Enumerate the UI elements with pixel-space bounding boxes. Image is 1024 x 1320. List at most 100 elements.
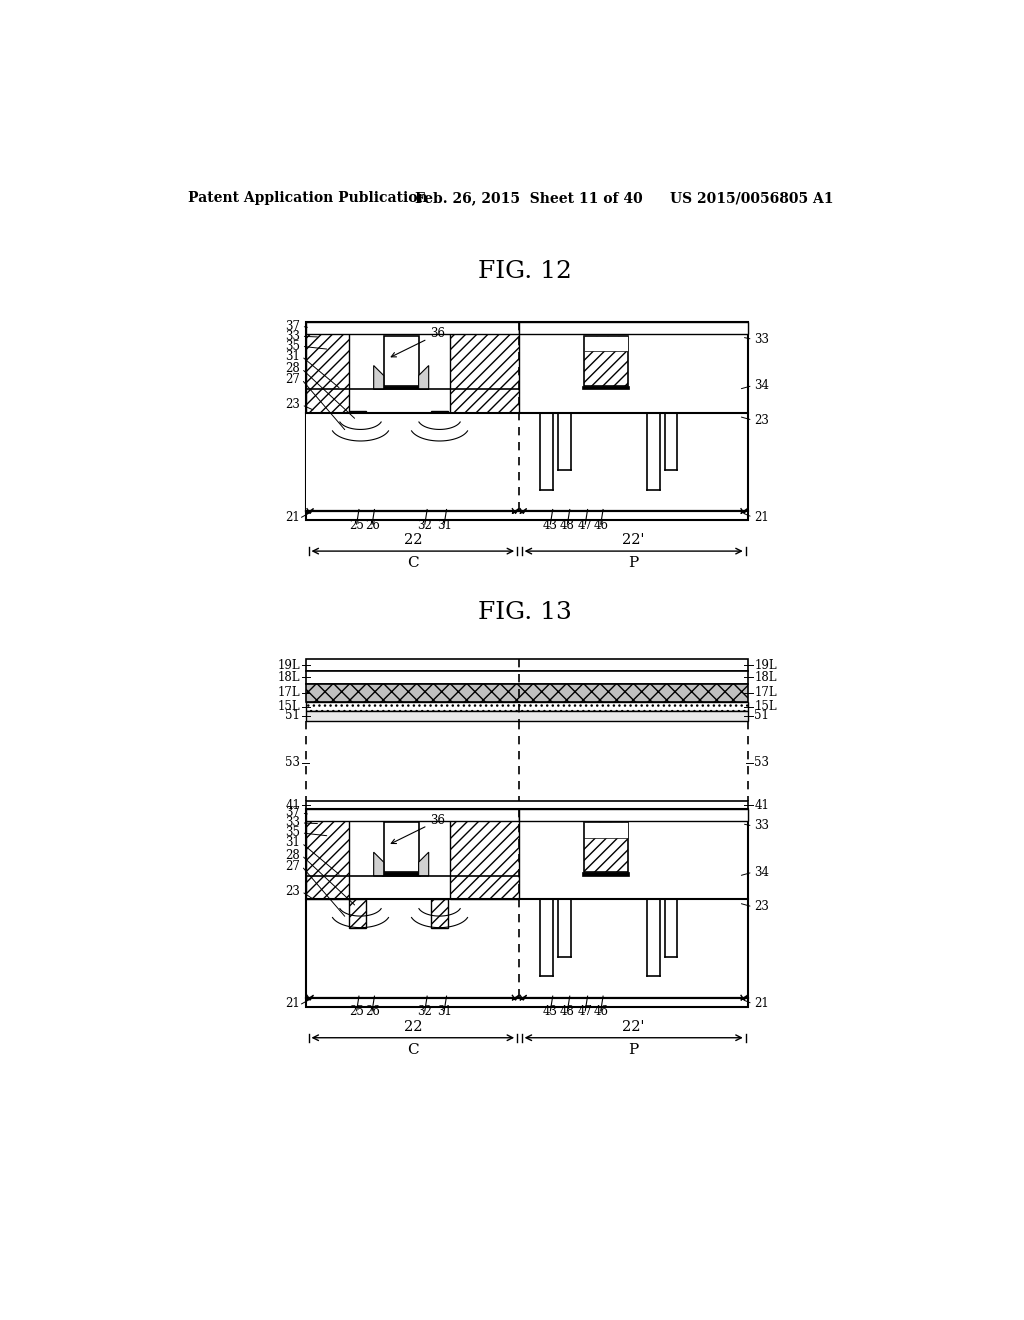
Text: C: C: [407, 557, 419, 570]
Bar: [450, 809, 519, 899]
Text: 35: 35: [285, 826, 300, 840]
Text: 37: 37: [285, 319, 300, 333]
Bar: [450, 322, 519, 412]
Text: 31: 31: [437, 519, 452, 532]
Bar: [583, 385, 630, 389]
Text: 15L: 15L: [278, 700, 300, 713]
Text: 33: 33: [285, 330, 300, 343]
Bar: [306, 413, 519, 511]
Text: 31: 31: [285, 837, 300, 850]
Bar: [382, 385, 420, 389]
Text: 41: 41: [755, 799, 769, 812]
Text: 34: 34: [755, 379, 769, 392]
Text: 53: 53: [755, 756, 769, 770]
Text: 19L: 19L: [755, 659, 777, 672]
Text: 21: 21: [286, 511, 300, 524]
Text: 17L: 17L: [755, 686, 777, 700]
Text: 34: 34: [755, 866, 769, 879]
Text: 21: 21: [755, 998, 769, 1010]
Text: 15L: 15L: [755, 700, 777, 713]
Bar: [306, 322, 748, 511]
Text: 32: 32: [418, 1006, 432, 1019]
Text: 18L: 18L: [755, 671, 776, 684]
Bar: [306, 702, 748, 711]
Text: 33: 33: [755, 820, 769, 833]
Text: 47: 47: [578, 1006, 593, 1019]
Text: 46: 46: [593, 1006, 608, 1019]
Text: 31: 31: [437, 1006, 452, 1019]
Bar: [519, 322, 748, 334]
Text: 35: 35: [285, 339, 300, 352]
Text: C: C: [407, 1043, 419, 1057]
Text: 47: 47: [578, 519, 593, 532]
Bar: [306, 809, 519, 821]
Bar: [349, 899, 366, 928]
Text: 23: 23: [755, 413, 769, 426]
Text: 51: 51: [285, 709, 300, 722]
Bar: [306, 684, 748, 702]
Bar: [306, 809, 349, 899]
Text: 23: 23: [285, 884, 300, 898]
Bar: [306, 998, 748, 1007]
Text: 31: 31: [285, 350, 300, 363]
Bar: [306, 659, 748, 671]
Text: US 2015/0056805 A1: US 2015/0056805 A1: [671, 191, 834, 206]
Text: 18L: 18L: [278, 671, 300, 684]
Bar: [584, 822, 628, 873]
Text: 23: 23: [755, 900, 769, 913]
Bar: [306, 511, 748, 520]
Text: 36: 36: [391, 327, 445, 356]
Text: 43: 43: [543, 1006, 558, 1019]
Text: 51: 51: [755, 709, 769, 722]
Bar: [584, 335, 628, 351]
Text: 53: 53: [285, 756, 300, 770]
Text: 32: 32: [418, 519, 432, 532]
Bar: [384, 335, 419, 385]
Polygon shape: [374, 853, 384, 876]
Polygon shape: [419, 366, 429, 389]
Text: 25: 25: [349, 519, 365, 532]
Text: 26: 26: [365, 519, 380, 532]
Text: 22: 22: [403, 1020, 422, 1034]
Text: P: P: [629, 1043, 639, 1057]
Text: 33: 33: [285, 816, 300, 829]
Text: 48: 48: [560, 519, 574, 532]
Text: P: P: [629, 557, 639, 570]
Text: 22': 22': [623, 1020, 645, 1034]
Text: 48: 48: [560, 1006, 574, 1019]
Bar: [306, 809, 748, 998]
Text: 36: 36: [391, 814, 445, 843]
Text: FIG. 12: FIG. 12: [478, 260, 571, 282]
Text: 17L: 17L: [278, 686, 300, 700]
Text: Patent Application Publication: Patent Application Publication: [188, 191, 428, 206]
Bar: [584, 822, 628, 838]
Text: Feb. 26, 2015  Sheet 11 of 40: Feb. 26, 2015 Sheet 11 of 40: [415, 191, 642, 206]
Polygon shape: [419, 853, 429, 876]
Bar: [431, 411, 449, 442]
Bar: [584, 335, 628, 385]
Bar: [384, 822, 419, 873]
Text: 27: 27: [285, 372, 300, 385]
Text: 22: 22: [403, 533, 422, 548]
Polygon shape: [374, 366, 384, 389]
Bar: [583, 873, 630, 876]
Bar: [306, 711, 748, 721]
Text: 43: 43: [543, 519, 558, 532]
Text: 37: 37: [285, 807, 300, 820]
Bar: [349, 411, 366, 442]
Text: 25: 25: [349, 1006, 365, 1019]
Text: 33: 33: [755, 333, 769, 346]
Text: 23: 23: [285, 399, 300, 412]
Bar: [306, 801, 748, 809]
Bar: [431, 899, 449, 928]
Text: 28: 28: [286, 849, 300, 862]
Bar: [519, 809, 748, 821]
Bar: [306, 322, 349, 412]
Bar: [306, 322, 519, 334]
Text: FIG. 13: FIG. 13: [478, 601, 571, 624]
Text: 21: 21: [755, 511, 769, 524]
Text: 26: 26: [365, 1006, 380, 1019]
Text: 41: 41: [285, 799, 300, 812]
Text: 19L: 19L: [278, 659, 300, 672]
Bar: [306, 671, 748, 684]
